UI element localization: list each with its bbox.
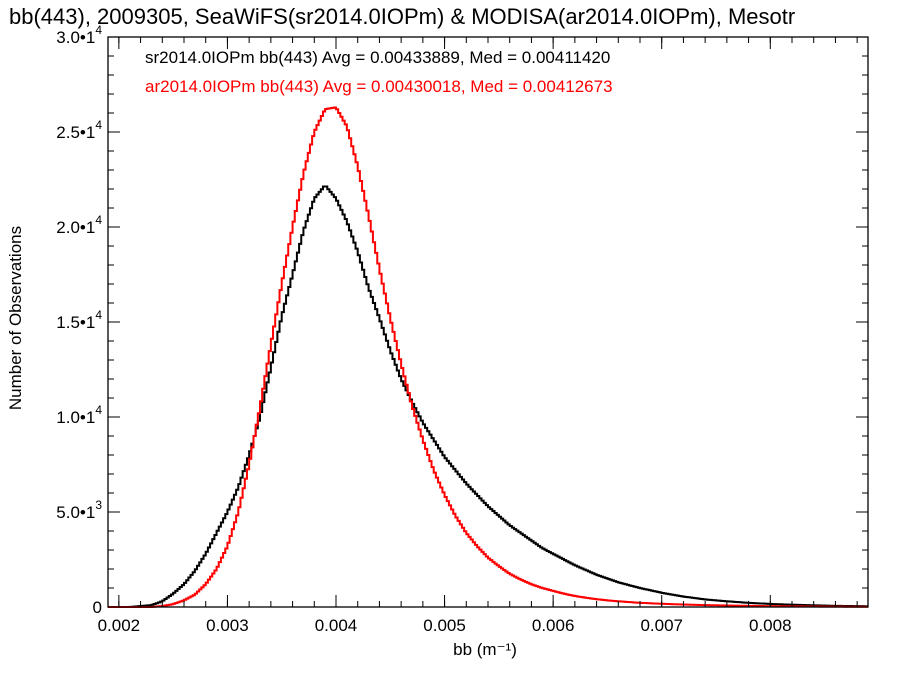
series-line-ar2014	[108, 106, 868, 608]
x-tick-label: 0.005	[423, 616, 466, 635]
chart-title: bb(443), 2009305, SeaWiFS(sr2014.0IOPm) …	[9, 4, 795, 29]
series-lines	[108, 106, 868, 608]
legend-entry-sr2014: sr2014.0IOPm bb(443) Avg = 0.00433889, M…	[145, 48, 610, 67]
y-tick-label: 2.5•14	[56, 118, 102, 142]
y-tick-label: 3.0•14	[56, 23, 102, 47]
y-tick-label: 1.5•14	[56, 308, 102, 332]
plot-frame	[107, 36, 869, 608]
y-tick-label: 2.0•14	[56, 213, 102, 237]
x-tick-label: 0.006	[532, 616, 575, 635]
x-axis-title: bb (m⁻¹)	[453, 640, 517, 659]
x-axis-tick-labels: 0.002 0.003 0.004 0.005 0.006 0.007 0.008	[98, 616, 792, 635]
legend: sr2014.0IOPm bb(443) Avg = 0.00433889, M…	[145, 48, 613, 96]
y-axis-title: Number of Observations	[6, 226, 25, 410]
y-tick-label: 5.0•13	[56, 498, 102, 522]
x-tick-label: 0.007	[640, 616, 683, 635]
y-tick-label: 0	[93, 598, 102, 617]
series-line-sr2014	[108, 185, 868, 608]
y-tick-label: 1.0•14	[56, 403, 102, 427]
legend-entry-ar2014: ar2014.0IOPm bb(443) Avg = 0.00430018, M…	[145, 77, 613, 96]
x-axis-title-text: bb (m⁻¹)	[453, 640, 517, 659]
x-tick-label: 0.002	[98, 616, 141, 635]
x-tick-label: 0.008	[749, 616, 792, 635]
x-tick-label: 0.004	[315, 616, 358, 635]
x-tick-label: 0.003	[206, 616, 249, 635]
y-axis-tick-labels: 0 5.0•13 1.0•14 1.5•14 2.0•14 2.5•14 3.0•14	[56, 23, 102, 617]
y-axis-title-text: Number of Observations	[6, 226, 25, 410]
axis-ticks	[108, 36, 868, 608]
